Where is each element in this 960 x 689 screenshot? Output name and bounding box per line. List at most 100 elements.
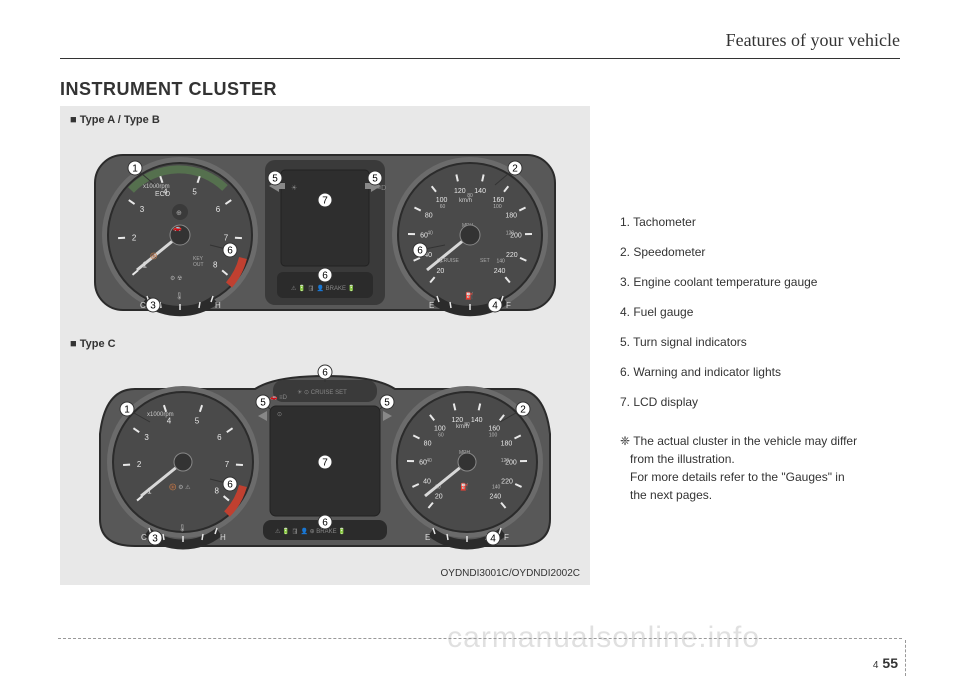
svg-text:🌡: 🌡 bbox=[178, 524, 187, 532]
svg-text:🚗 ≡D: 🚗 ≡D bbox=[270, 395, 288, 401]
svg-text:3: 3 bbox=[144, 433, 149, 442]
svg-text:20: 20 bbox=[437, 268, 445, 275]
svg-text:2: 2 bbox=[132, 233, 137, 242]
svg-text:E: E bbox=[425, 533, 430, 542]
footer-dashed-line-vert bbox=[905, 640, 906, 676]
svg-text:120: 120 bbox=[454, 188, 466, 195]
svg-text:5: 5 bbox=[195, 416, 200, 425]
svg-text:F: F bbox=[504, 533, 509, 542]
svg-text:2: 2 bbox=[137, 460, 142, 469]
svg-text:120: 120 bbox=[506, 231, 515, 237]
svg-text:7: 7 bbox=[322, 458, 328, 469]
svg-text:x1000rpm: x1000rpm bbox=[147, 412, 174, 418]
svg-text:☀ ⊙ CRUISE SET: ☀ ⊙ CRUISE SET bbox=[297, 389, 347, 396]
svg-text:120: 120 bbox=[501, 458, 510, 464]
svg-text:H: H bbox=[215, 301, 221, 310]
svg-text:2: 2 bbox=[512, 164, 518, 175]
svg-text:7: 7 bbox=[225, 460, 230, 469]
svg-text:100: 100 bbox=[436, 197, 448, 204]
svg-text:2: 2 bbox=[520, 405, 526, 416]
svg-text:220: 220 bbox=[501, 478, 513, 485]
svg-text:SET: SET bbox=[480, 258, 490, 264]
svg-text:🚗: 🚗 bbox=[173, 225, 182, 232]
svg-text:180: 180 bbox=[505, 213, 517, 220]
svg-text:⛽: ⛽ bbox=[460, 482, 469, 491]
header-rule bbox=[60, 58, 900, 59]
svg-text:🛞: 🛞 bbox=[150, 252, 158, 260]
svg-text:6: 6 bbox=[227, 246, 233, 257]
svg-text:C: C bbox=[140, 301, 146, 310]
svg-text:240: 240 bbox=[489, 494, 501, 501]
figure-c-label: ■ Type C bbox=[70, 338, 580, 350]
svg-text:7: 7 bbox=[224, 233, 229, 242]
svg-text:80: 80 bbox=[424, 440, 432, 447]
svg-text:5: 5 bbox=[384, 398, 390, 409]
legend: 1. Tachometer 2. Speedometer 3. Engine c… bbox=[620, 210, 920, 504]
svg-text:E: E bbox=[429, 301, 434, 310]
svg-text:1: 1 bbox=[132, 164, 138, 175]
svg-text:140: 140 bbox=[471, 417, 483, 424]
svg-text:☀: ☀ bbox=[291, 184, 297, 192]
svg-text:5: 5 bbox=[372, 174, 378, 185]
page-number: 455 bbox=[873, 655, 898, 671]
svg-text:OUT: OUT bbox=[193, 262, 204, 268]
svg-text:240: 240 bbox=[494, 268, 506, 275]
svg-text:⊕: ⊕ bbox=[176, 210, 182, 217]
reference-code: OYDNDI3001C/OYDNDI2002C bbox=[70, 568, 580, 579]
legend-item: 5. Turn signal indicators bbox=[620, 330, 920, 354]
footer-dashed-line bbox=[58, 638, 902, 639]
svg-text:140: 140 bbox=[474, 188, 486, 195]
svg-text:5: 5 bbox=[260, 398, 266, 409]
svg-text:40: 40 bbox=[427, 231, 433, 237]
svg-text:20: 20 bbox=[435, 494, 443, 501]
legend-item: 1. Tachometer bbox=[620, 210, 920, 234]
svg-text:40: 40 bbox=[426, 458, 432, 464]
svg-text:C: C bbox=[141, 533, 147, 542]
svg-text:60: 60 bbox=[440, 204, 446, 210]
svg-text:⚠ 🔋 🛢 👤 BRAKE 🔋: ⚠ 🔋 🛢 👤 BRAKE 🔋 bbox=[291, 284, 355, 292]
svg-text:3: 3 bbox=[152, 534, 158, 545]
svg-text:1: 1 bbox=[124, 405, 130, 416]
svg-text:7: 7 bbox=[322, 196, 328, 207]
svg-text:40: 40 bbox=[423, 478, 431, 485]
svg-text:5: 5 bbox=[192, 187, 197, 196]
legend-item: 6. Warning and indicator lights bbox=[620, 360, 920, 384]
svg-text:4: 4 bbox=[492, 301, 498, 312]
legend-item: 3. Engine coolant temperature gauge bbox=[620, 270, 920, 294]
svg-text:CRUISE: CRUISE bbox=[440, 258, 460, 264]
legend-item: 2. Speedometer bbox=[620, 240, 920, 264]
svg-text:⚙ ☢: ⚙ ☢ bbox=[170, 275, 182, 282]
svg-text:3: 3 bbox=[150, 301, 156, 312]
figure-a-label: ■ Type A / Type B bbox=[70, 114, 580, 126]
svg-text:ECO: ECO bbox=[155, 191, 171, 198]
svg-text:6: 6 bbox=[227, 480, 233, 491]
tachometer: 12345678 ECO x1000rpm ⊕ 🚗 🛞 KEY OUT ⚙ ☢ bbox=[102, 157, 258, 313]
svg-text:H: H bbox=[220, 533, 226, 542]
svg-text:6: 6 bbox=[216, 205, 221, 214]
svg-text:6: 6 bbox=[417, 246, 423, 257]
svg-text:≡D: ≡D bbox=[377, 185, 386, 192]
svg-text:180: 180 bbox=[501, 440, 513, 447]
svg-text:🛞 ⚙ ⚠: 🛞 ⚙ ⚠ bbox=[169, 483, 191, 491]
section-title: INSTRUMENT CLUSTER bbox=[60, 79, 900, 100]
svg-text:x1000rpm: x1000rpm bbox=[143, 184, 170, 190]
svg-text:⚠ 🔋 🛢 👤 ⊕ BRAKE 🔋: ⚠ 🔋 🛢 👤 ⊕ BRAKE 🔋 bbox=[275, 527, 346, 535]
svg-text:100: 100 bbox=[434, 425, 446, 432]
legend-note: ❈ The actual cluster in the vehicle may … bbox=[620, 432, 920, 504]
speedometer: 2040608010012014016018020022024020406080… bbox=[392, 157, 548, 313]
svg-text:8: 8 bbox=[213, 261, 218, 270]
svg-text:🌡: 🌡 bbox=[175, 292, 184, 300]
svg-text:6: 6 bbox=[322, 518, 328, 529]
svg-text:8: 8 bbox=[214, 486, 219, 495]
svg-text:5: 5 bbox=[272, 174, 278, 185]
svg-text:100: 100 bbox=[489, 432, 498, 438]
cluster-type-c: ☀ ⊙ CRUISE SET ⚠ 🔋 🛢 👤 ⊕ BRAKE 🔋 1 2 3 4 5 6 7… bbox=[75, 354, 575, 564]
svg-text:6: 6 bbox=[217, 433, 222, 442]
svg-text:F: F bbox=[506, 301, 511, 310]
svg-text:160: 160 bbox=[488, 425, 500, 432]
svg-text:4: 4 bbox=[490, 534, 496, 545]
svg-text:140: 140 bbox=[492, 484, 501, 490]
svg-text:km/h: km/h bbox=[459, 198, 472, 204]
figure-block: ■ Type A / Type B ⚠ 🔋 🛢 👤 BRAKE 🔋 bbox=[60, 106, 590, 585]
svg-text:⊙: ⊙ bbox=[277, 412, 282, 418]
